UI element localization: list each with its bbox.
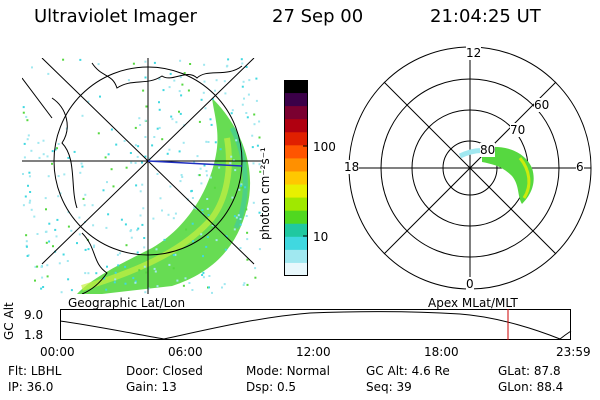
status-glon: GLon: 88.4 (498, 380, 564, 394)
status-door: Door: Closed (126, 364, 203, 378)
time-label: 21:04:25 UT (430, 6, 541, 27)
aurora-oval-geo (77, 98, 251, 294)
orbit-axis-title: GC Alt (2, 302, 16, 340)
orbit-altitude-plot (60, 309, 572, 340)
noise-speckles (22, 58, 262, 294)
mlt-label-6: 6 (576, 160, 584, 174)
magnetic-polar-plot (348, 46, 592, 290)
colorbar-tick-10: 10 (313, 230, 329, 244)
colorbar-band (284, 132, 308, 146)
terminator-line (147, 160, 243, 167)
colorbar-band (284, 249, 308, 264)
colorbar-band (284, 106, 308, 120)
coastline (91, 62, 243, 89)
colorbar-band (284, 158, 308, 172)
colorbar-band (284, 93, 308, 107)
orbit-ytick-min: 1.8 (24, 328, 44, 342)
mlat-label-60: 60 (534, 98, 550, 112)
geographic-caption: Geographic Lat/Lon (68, 296, 186, 310)
magnetic-caption: Apex MLat/MLT (428, 296, 518, 310)
orbit-xtick-2359: 23:59 (556, 345, 591, 359)
status-gc-alt: GC Alt: 4.6 Re (366, 364, 450, 378)
colorbar (284, 80, 308, 276)
orbit-ytick-max: 9.0 (24, 308, 44, 322)
orbit-xtick-1200: 12:00 (296, 345, 331, 359)
colorbar-tick-100: 100 (313, 140, 336, 154)
colorbar-band (284, 210, 308, 225)
status-gain: Gain: 13 (126, 380, 177, 394)
altitude-curve (60, 311, 572, 340)
mlat-label-80: 80 (480, 143, 496, 157)
status-mode: Mode: Normal (246, 364, 330, 378)
colorbar-unit-label: photon cm⁻²s⁻¹ (258, 147, 272, 240)
orbit-xtick-1800: 18:00 (424, 345, 459, 359)
status-glat: GLat: 87.8 (498, 364, 561, 378)
colorbar-band (284, 80, 308, 94)
colorbar-band (284, 145, 308, 159)
mlt-label-12: 12 (466, 46, 482, 60)
colorbar-band (284, 197, 308, 212)
status-dsp: Dsp: 0.5 (246, 380, 297, 394)
colorbar-band (284, 236, 308, 251)
colorbar-band (284, 223, 308, 238)
geographic-image (22, 58, 262, 294)
mlt-label-0: 0 (466, 277, 474, 291)
orbit-xtick-0000: 00:00 (40, 345, 75, 359)
colorbar-band (284, 119, 308, 133)
date-label: 27 Sep 00 (272, 6, 364, 27)
colorbar-band (284, 262, 308, 276)
mlt-label-18: 18 (344, 160, 360, 174)
instrument-title: Ultraviolet Imager (34, 6, 197, 27)
orbit-xtick-0600: 06:00 (168, 345, 203, 359)
mlat-label-70: 70 (510, 123, 526, 137)
status-flt: Flt: LBHL (8, 364, 62, 378)
status-seq: Seq: 39 (366, 380, 412, 394)
colorbar-band (284, 171, 308, 186)
status-ip: IP: 36.0 (8, 380, 54, 394)
colorbar-band (284, 184, 308, 199)
